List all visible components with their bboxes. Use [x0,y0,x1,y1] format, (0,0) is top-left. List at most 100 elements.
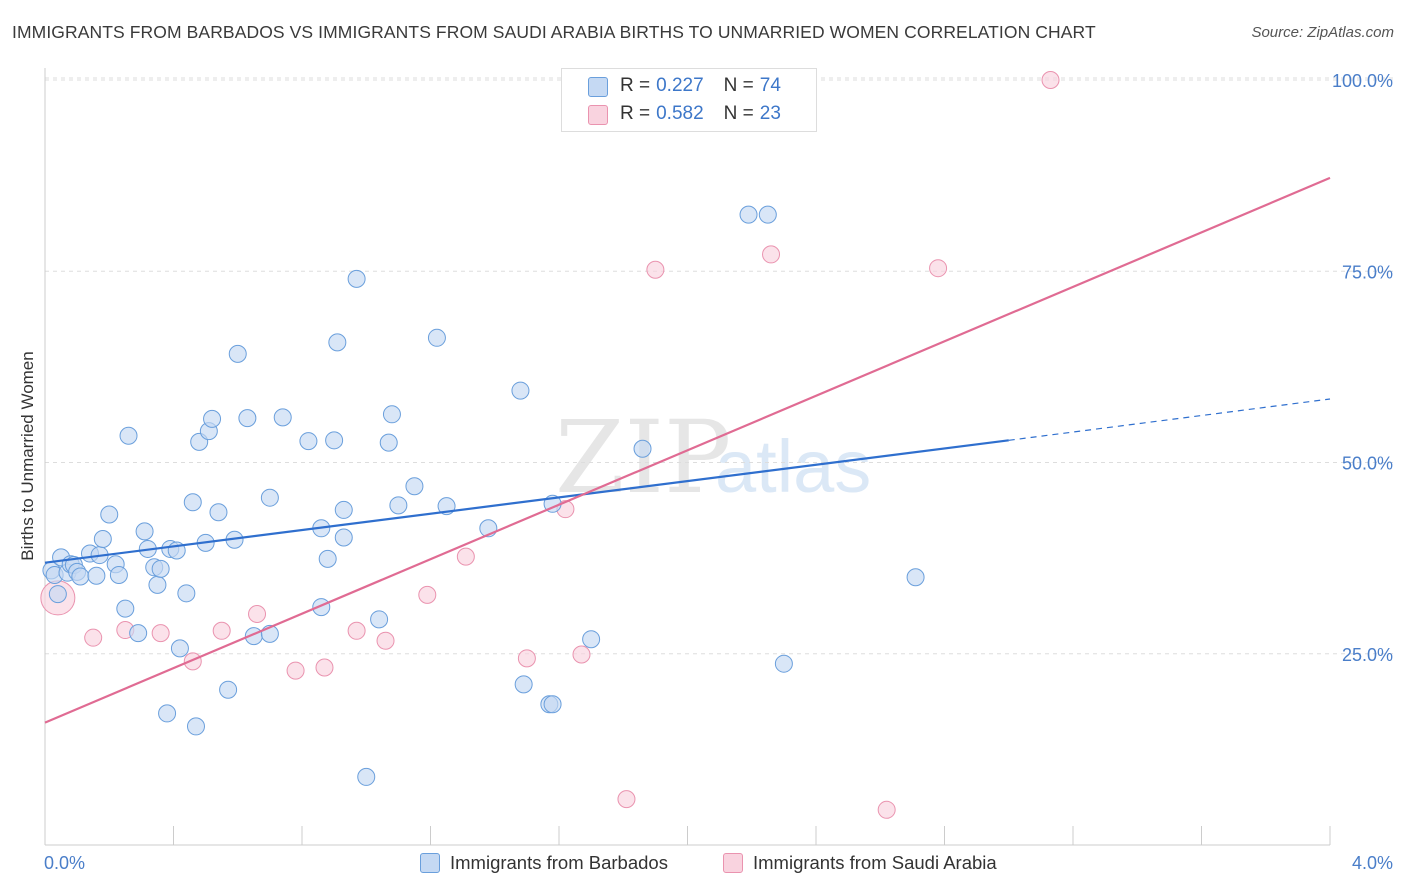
correlation-legend: R = 0.227 N = 74 R = 0.582 N = 23 [561,68,817,132]
barbados-point [334,528,353,547]
legend-swatch-barbados [588,77,608,97]
legend-row-saudi: R = 0.582 N = 23 [620,102,781,126]
saudi-point [151,624,170,643]
gridlines [45,77,1394,655]
barbados-point [93,530,112,548]
barbados-point [328,333,347,352]
barbados-point [177,584,196,603]
trend-lines [44,176,1331,724]
saudi-point [877,800,896,819]
barbados-point [48,585,67,604]
y-tick-label: 50.0% [1342,454,1393,474]
barbados-point [219,680,238,699]
barbados-point [273,408,292,427]
x-tick-label: 4.0% [1352,853,1393,873]
watermark: ZIP atlas [555,400,871,510]
n-key: N = [723,75,754,96]
barbados-point [209,503,228,522]
barbados-point [151,559,170,578]
barbados-point [543,695,562,714]
barbados-point [260,488,279,507]
barbados-point [318,549,337,568]
legend-swatch-saudi [723,853,743,873]
barbados-point [774,654,793,673]
barbados-point [135,522,154,541]
series-legend: Immigrants from Barbados Immigrants from… [0,852,1406,878]
saudi-point [418,585,437,604]
barbados-point [119,426,138,445]
barbados-point [129,624,148,643]
barbados-point [511,381,530,400]
saudi-point [517,649,536,668]
y-axis-label: Births to Unmarried Women [18,351,37,560]
barbados-point [299,432,318,451]
legend-row-barbados: R = 0.227 N = 74 [620,74,781,98]
tick-labels: 25.0% 50.0% 75.0% 100.0% 0.0% 4.0% [44,71,1393,873]
r-value: 0.582 [656,103,704,124]
barbados-point [389,496,408,515]
saudi-point [347,621,366,640]
saudi-point [929,259,948,278]
saudi-point [212,621,231,640]
legend-item-saudi: Immigrants from Saudi Arabia [723,852,997,874]
saudi-point [456,547,475,566]
legend-swatch-saudi [588,105,608,125]
saudi-point [376,631,395,650]
barbados-point [87,566,106,585]
barbados-trend-extension [1008,398,1331,441]
barbados-point [906,568,925,587]
n-value: 74 [759,75,781,96]
barbados-point [109,565,128,584]
barbados-point [183,493,202,512]
r-value: 0.227 [656,75,704,96]
barbados-point [203,409,222,428]
barbados-point [116,599,135,618]
barbados-point [370,610,389,629]
barbados-point [148,575,167,594]
barbados-point [514,675,533,694]
barbados-points [42,205,925,786]
n-key: N = [723,103,754,124]
barbados-point [334,500,353,519]
barbados-point [633,439,652,458]
barbados-point [238,409,257,428]
x-tick-label: 0.0% [44,853,85,873]
axes [44,68,1331,846]
saudi-trend-line [44,176,1331,724]
n-value: 23 [759,103,781,124]
barbados-point [405,477,424,496]
barbados-point [357,767,376,786]
barbados-point [758,205,777,224]
legend-label-saudi: Immigrants from Saudi Arabia [753,852,997,873]
barbados-point [228,344,247,363]
legend-item-barbados: Immigrants from Barbados [420,852,668,874]
barbados-point [186,717,205,736]
chart-title: IMMIGRANTS FROM BARBADOS VS IMMIGRANTS F… [12,22,1096,42]
saudi-point [646,260,665,279]
saudi-point [1041,71,1060,89]
watermark-atlas: atlas [715,425,871,508]
saudi-point [617,790,636,809]
saudi-point [572,645,591,664]
barbados-point [582,630,601,649]
barbados-point [325,431,344,450]
barbados-point [347,269,366,288]
barbados-point [158,704,177,723]
source-credit: Source: ZipAtlas.com [1251,24,1394,41]
legend-label-barbados: Immigrants from Barbados [450,852,668,873]
saudi-point [762,245,781,264]
barbados-point [170,639,189,658]
barbados-point [100,505,119,524]
saudi-point [286,661,305,680]
y-tick-label: 25.0% [1342,645,1393,665]
saudi-point [248,604,267,623]
saudi-point [84,628,103,647]
r-key: R = [620,103,651,124]
y-tick-label: 75.0% [1342,262,1393,282]
barbados-trend-line [44,439,1009,564]
barbados-point [379,433,398,452]
r-key: R = [620,75,651,96]
barbados-point [71,567,90,586]
barbados-point [382,405,401,424]
